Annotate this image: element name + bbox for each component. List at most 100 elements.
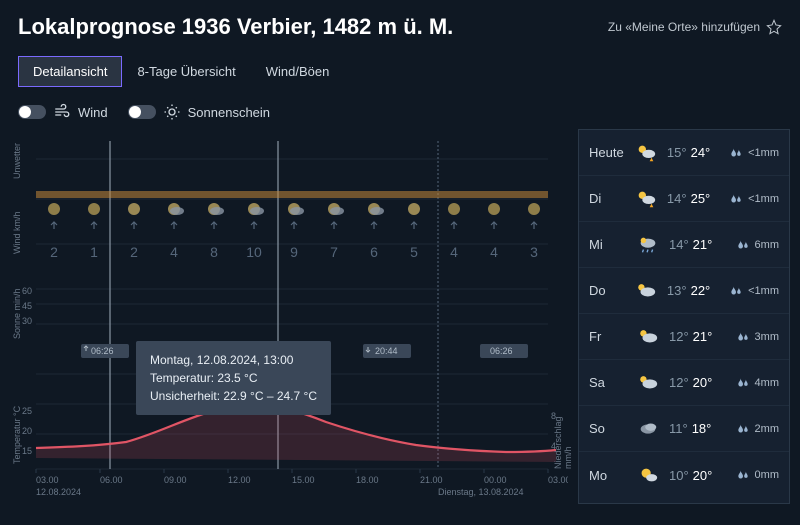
- svg-text:06:26: 06:26: [91, 346, 114, 356]
- svg-text:3: 3: [530, 244, 538, 260]
- forecast-day: Mo: [589, 468, 627, 483]
- forecast-temp: 12°20°: [669, 375, 725, 390]
- svg-text:8: 8: [210, 244, 218, 260]
- forecast-row[interactable]: Fr 12°21° 3mm: [579, 314, 789, 360]
- svg-text:20:44: 20:44: [375, 346, 398, 356]
- forecast-day: Do: [589, 283, 626, 298]
- page-title: Lokalprognose 1936 Verbier, 1482 m ü. M.: [18, 14, 453, 40]
- svg-text:06.00: 06.00: [100, 475, 123, 485]
- favorite-link[interactable]: Zu «Meine Orte» hinzufügen: [608, 19, 782, 35]
- wind-toggle[interactable]: Wind: [18, 103, 108, 121]
- weather-icon: [634, 142, 659, 164]
- svg-text:4: 4: [490, 244, 498, 260]
- forecast-rain: <1mm: [729, 284, 779, 298]
- forecast-row[interactable]: Heute 15°24° <1mm: [579, 130, 789, 176]
- forecast-row[interactable]: Mo 10°20° 0mm: [579, 452, 789, 498]
- svg-text:1: 1: [90, 244, 98, 260]
- svg-text:09.00: 09.00: [164, 475, 187, 485]
- svg-text:12.08.2024: 12.08.2024: [36, 487, 81, 497]
- forecast-panel: Heute 15°24° <1mmDi 14°25° <1mmMi 14°21°…: [578, 129, 790, 504]
- tooltip-temp: Temperatur: 23.5 °C: [150, 369, 317, 387]
- axis-temp: Temperatur °C: [12, 406, 22, 464]
- wind-label: Wind: [78, 105, 108, 120]
- svg-text:2: 2: [50, 244, 58, 260]
- svg-text:18.00: 18.00: [356, 475, 379, 485]
- svg-text:15: 15: [22, 446, 32, 456]
- svg-text:15.00: 15.00: [292, 475, 315, 485]
- forecast-row[interactable]: Do 13°22° <1mm: [579, 268, 789, 314]
- tooltip-uncert: Unsicherheit: 22.9 °C – 24.7 °C: [150, 387, 317, 405]
- forecast-temp: 14°21°: [669, 237, 725, 252]
- svg-text:7: 7: [330, 244, 338, 260]
- forecast-day: Di: [589, 191, 626, 206]
- forecast-rain: <1mm: [729, 192, 779, 206]
- svg-text:06:26: 06:26: [490, 346, 513, 356]
- svg-text:2: 2: [130, 244, 138, 260]
- sun-label: Sonnenschein: [188, 105, 270, 120]
- forecast-row[interactable]: Sa 12°20° 4mm: [579, 360, 789, 406]
- chart-svg: 6045302520158403.0006.0009.0012.0015.001…: [8, 129, 568, 499]
- weather-icon: [635, 464, 661, 486]
- tab-bar: Detailansicht8-Tage ÜbersichtWind/Böen: [0, 50, 800, 93]
- chart-tooltip: Montag, 12.08.2024, 13:00 Temperatur: 23…: [136, 341, 331, 415]
- chart-area[interactable]: Unwetter Wind km/h Sonne min/h Temperatu…: [8, 129, 568, 504]
- weather-icon: [635, 234, 661, 256]
- axis-sonne: Sonne min/h: [12, 288, 22, 339]
- forecast-rain: 0mm: [733, 468, 779, 482]
- weather-icon: [635, 326, 661, 348]
- sun-icon: [163, 103, 181, 121]
- forecast-temp: 13°22°: [667, 283, 721, 298]
- forecast-temp: 10°20°: [669, 468, 725, 483]
- tab-windben[interactable]: Wind/Böen: [251, 56, 345, 87]
- forecast-row[interactable]: So 11°18° 2mm: [579, 406, 789, 452]
- forecast-temp: 15°24°: [667, 145, 721, 160]
- svg-text:5: 5: [410, 244, 418, 260]
- svg-text:25: 25: [22, 406, 32, 416]
- svg-text:6: 6: [370, 244, 378, 260]
- forecast-rain: 6mm: [733, 238, 779, 252]
- svg-text:4: 4: [450, 244, 458, 260]
- forecast-day: Sa: [589, 375, 627, 390]
- axis-wind: Wind km/h: [12, 211, 22, 254]
- forecast-day: So: [589, 421, 627, 436]
- svg-text:03.00: 03.00: [548, 475, 568, 485]
- toggle-switch[interactable]: [18, 105, 46, 119]
- forecast-row[interactable]: Di 14°25° <1mm: [579, 176, 789, 222]
- tooltip-date: Montag, 12.08.2024, 13:00: [150, 351, 317, 369]
- toggle-switch[interactable]: [128, 105, 156, 119]
- svg-text:12.00: 12.00: [228, 475, 251, 485]
- svg-text:21.00: 21.00: [420, 475, 443, 485]
- forecast-row[interactable]: Mi 14°21° 6mm: [579, 222, 789, 268]
- star-icon: [766, 19, 782, 35]
- svg-text:Dienstag, 13.08.2024: Dienstag, 13.08.2024: [438, 487, 524, 497]
- forecast-temp: 11°18°: [669, 421, 725, 436]
- svg-text:20: 20: [22, 426, 32, 436]
- svg-text:00.00: 00.00: [484, 475, 507, 485]
- svg-text:45: 45: [22, 301, 32, 311]
- svg-text:60: 60: [22, 286, 32, 296]
- axis-unwetter: Unwetter: [12, 143, 22, 179]
- svg-text:10: 10: [246, 244, 262, 260]
- sun-toggle[interactable]: Sonnenschein: [128, 103, 270, 121]
- svg-text:9: 9: [290, 244, 298, 260]
- tab-tagebersicht[interactable]: 8-Tage Übersicht: [122, 56, 250, 87]
- favorite-label: Zu «Meine Orte» hinzufügen: [608, 20, 760, 34]
- svg-text:4: 4: [170, 244, 178, 260]
- forecast-day: Mi: [589, 237, 627, 252]
- forecast-rain: 2mm: [733, 422, 779, 436]
- forecast-rain: 3mm: [733, 330, 779, 344]
- weather-icon: [635, 418, 661, 440]
- forecast-day: Fr: [589, 329, 627, 344]
- axis-nied: Niederschlag mm/h: [553, 416, 573, 469]
- forecast-rain: 4mm: [733, 376, 779, 390]
- tab-detailansicht[interactable]: Detailansicht: [18, 56, 122, 87]
- forecast-temp: 14°25°: [667, 191, 721, 206]
- svg-text:03.00: 03.00: [36, 475, 59, 485]
- weather-icon: [634, 188, 659, 210]
- wind-icon: [53, 103, 71, 121]
- forecast-day: Heute: [589, 145, 626, 160]
- forecast-rain: <1mm: [729, 146, 779, 160]
- weather-icon: [634, 280, 659, 302]
- svg-text:30: 30: [22, 316, 32, 326]
- forecast-temp: 12°21°: [669, 329, 725, 344]
